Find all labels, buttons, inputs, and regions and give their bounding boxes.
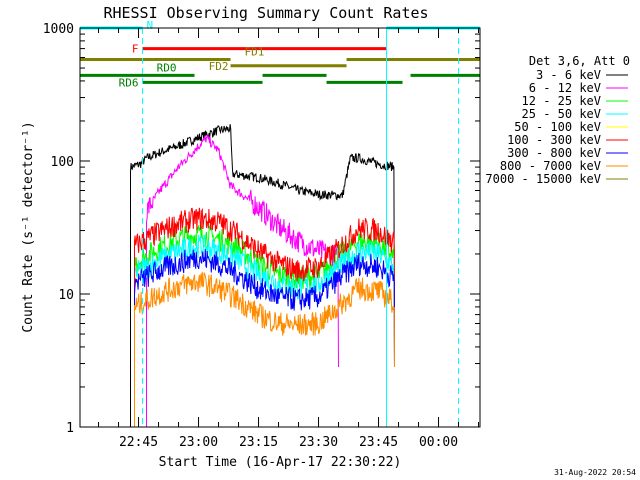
flag-label-n: N [147, 19, 154, 32]
x-tick-label-23-30: 23:30 [299, 435, 338, 450]
flag-label-rd0: RD0 [157, 61, 177, 74]
series-line-800-7000-kev [134, 271, 395, 427]
timestamp: 31-Aug-2022 20:54 [554, 468, 636, 477]
legend-label-300-800-kev: 300 - 800 keV [507, 146, 601, 160]
legend-label-100-300-kev: 100 - 300 keV [507, 133, 601, 147]
x-tick-label-00-00: 00:00 [419, 435, 458, 450]
series-line-300-800-kev [134, 249, 395, 427]
plot-frame [79, 27, 481, 428]
x-tick-label-23-45: 23:45 [359, 435, 398, 450]
data-layer [130, 124, 395, 427]
legend-label-6-12-kev: 6 - 12 keV [529, 81, 601, 95]
legend-title: Det 3,6, Att 0 [529, 54, 630, 68]
legend-label-25-50-kev: 25 - 50 keV [522, 107, 601, 121]
flag-label-fd1: FD1 [245, 45, 265, 58]
legend-label-3-6-kev: 3 - 6 keV [536, 68, 601, 82]
y-tick-label-1: 1 [66, 421, 74, 436]
y-tick-label-100: 100 [51, 155, 74, 170]
legend-label-12-25-kev: 12 - 25 keV [522, 94, 601, 108]
x-tick-label-22-45: 22:45 [119, 435, 158, 450]
series-line-100-300-kev [134, 207, 395, 427]
chart-title: RHESSI Observing Summary Count Rates [103, 4, 428, 22]
y-tick-label-1000: 1000 [43, 22, 74, 37]
flag-label-rd6: RD6 [119, 76, 139, 89]
series-line-6-12-kev [146, 134, 339, 427]
legend-label-800-7000-kev: 800 - 7000 keV [500, 159, 601, 173]
series-line-3-6-kev [130, 124, 395, 427]
flags-layer: NF FD1 FD2 RD0 RD6 [80, 19, 480, 89]
y-axis-label: Count Rate (s⁻¹ detector⁻¹) [21, 121, 36, 332]
series-line-25-50-kev [134, 234, 395, 427]
x-tick-label-23-15: 23:15 [239, 435, 278, 450]
legend-label-7000-15000-kev: 7000 - 15000 keV [485, 172, 601, 186]
axes-layer: 1 10 100 1000 22:45 23:00 23:15 23:30 23:45 00:00 [43, 22, 480, 450]
y-tick-label-10: 10 [58, 288, 74, 303]
flag-label-fd2: FD2 [209, 60, 229, 73]
flag-label-f: F [132, 43, 139, 56]
x-tick-label-23-00: 23:00 [179, 435, 218, 450]
legend-label-50-100-kev: 50 - 100 keV [514, 120, 601, 134]
x-axis-label: Start Time (16-Apr-17 22:30:22) [159, 455, 402, 470]
